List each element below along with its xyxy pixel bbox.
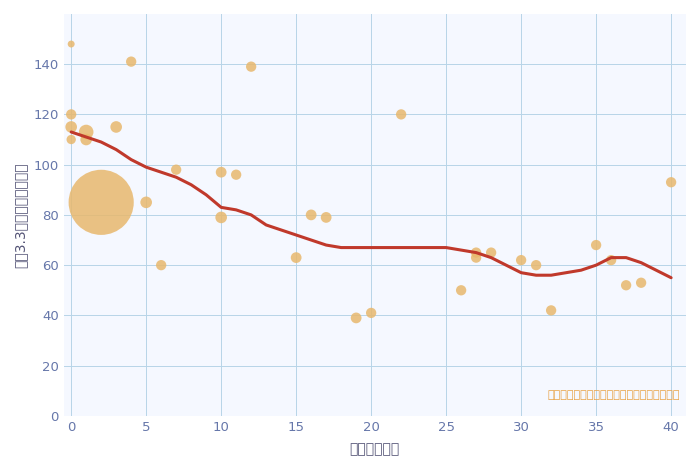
Point: [66, 123, 77, 131]
Point: [230, 171, 241, 179]
Point: [66, 136, 77, 143]
Point: [636, 279, 647, 287]
Point: [365, 309, 377, 317]
Point: [80, 128, 92, 136]
Point: [216, 168, 227, 176]
Point: [545, 306, 557, 314]
Point: [486, 249, 497, 256]
Point: [66, 110, 77, 118]
X-axis label: 築年数（年）: 築年数（年）: [350, 442, 400, 456]
Point: [155, 261, 167, 269]
Point: [591, 241, 602, 249]
Point: [666, 179, 677, 186]
Point: [395, 110, 407, 118]
Point: [470, 254, 482, 261]
Point: [515, 256, 526, 264]
Point: [246, 63, 257, 70]
Point: [321, 214, 332, 221]
Point: [351, 314, 362, 321]
Point: [66, 40, 77, 48]
Point: [531, 261, 542, 269]
Point: [216, 214, 227, 221]
Point: [306, 211, 317, 219]
Point: [111, 123, 122, 131]
Point: [171, 166, 182, 173]
Point: [606, 256, 617, 264]
Y-axis label: 坪（3.3㎡）単価（万円）: 坪（3.3㎡）単価（万円）: [14, 162, 28, 268]
Point: [125, 58, 136, 65]
Point: [96, 199, 107, 206]
Point: [141, 199, 152, 206]
Point: [80, 136, 92, 143]
Point: [620, 282, 631, 289]
Text: 円の大きさは、取引のあった物件面積を示す: 円の大きさは、取引のあった物件面積を示す: [547, 390, 680, 400]
Point: [470, 249, 482, 256]
Point: [290, 254, 302, 261]
Point: [456, 287, 467, 294]
